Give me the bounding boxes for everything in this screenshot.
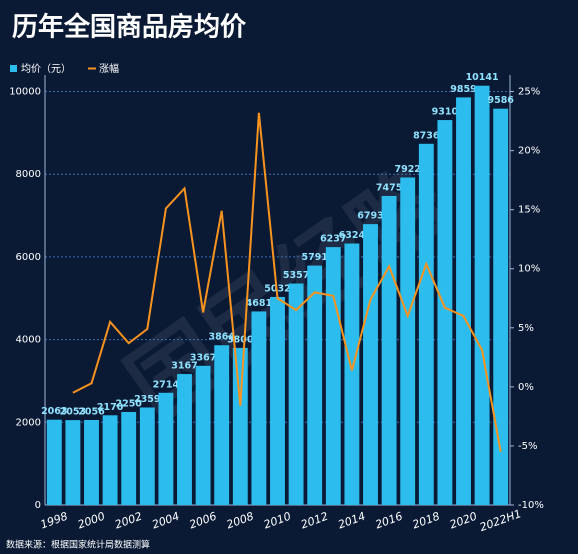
- bar: [139, 407, 155, 505]
- data-label: 5357: [283, 270, 309, 281]
- data-label: 6324: [339, 230, 366, 241]
- data-label: 2063: [41, 406, 67, 417]
- bar: [344, 243, 360, 505]
- data-label: 4681: [246, 298, 272, 309]
- data-label: 2714: [153, 379, 180, 390]
- data-label: 9310: [432, 107, 459, 118]
- y2-tick-label: -10%: [518, 500, 544, 511]
- bar: [214, 345, 230, 505]
- data-label: 3167: [171, 361, 197, 372]
- bar: [363, 224, 378, 506]
- data-label: 10141: [466, 72, 499, 83]
- y-tick-label: 4000: [16, 335, 41, 346]
- bar: [232, 347, 248, 505]
- bar: [84, 419, 99, 505]
- bar: [46, 419, 62, 505]
- bar: [288, 283, 304, 505]
- source-note: 数据来源：根据国家统计局数据测算: [6, 539, 150, 551]
- data-label: 8736: [413, 130, 440, 141]
- data-label: 5791: [301, 252, 327, 263]
- bar: [195, 365, 211, 505]
- y2-tick-label: 10%: [518, 264, 540, 275]
- y-tick-label: 0: [35, 500, 41, 511]
- bar: [418, 143, 434, 506]
- bar: [102, 415, 118, 505]
- data-label: 3800: [227, 334, 254, 345]
- y2-tick-label: -5%: [518, 441, 537, 452]
- y-tick-label: 2000: [16, 417, 41, 428]
- bar: [381, 195, 397, 505]
- y2-tick-label: 15%: [518, 205, 540, 216]
- bar: [400, 177, 416, 506]
- line: [72, 112, 502, 453]
- bar: [121, 411, 137, 505]
- y2-tick-label: 5%: [518, 323, 534, 334]
- bar: [437, 120, 453, 505]
- y-tick-label: 6000: [16, 252, 41, 263]
- bar: [456, 97, 471, 505]
- legend-label: 涨幅: [99, 62, 119, 75]
- bar: [493, 108, 509, 506]
- bar: [251, 311, 267, 505]
- data-label: 9586: [487, 95, 514, 106]
- data-label: 7922: [394, 164, 420, 175]
- y2-tick-label: 25%: [518, 87, 540, 98]
- data-label: 6237: [320, 234, 346, 245]
- legend-label: 均价（元）: [21, 63, 71, 75]
- data-label: 3864: [208, 332, 235, 343]
- data-label: 2053: [60, 407, 86, 418]
- data-label: 2359: [134, 394, 160, 405]
- data-label: 7475: [376, 182, 402, 193]
- y-tick-label: 10000: [9, 87, 41, 98]
- bar: [474, 85, 490, 506]
- y2-tick-label: 0%: [518, 382, 534, 393]
- data-label: 2056: [78, 406, 105, 417]
- bar: [307, 265, 323, 505]
- data-label: 9859: [450, 84, 476, 95]
- legend-swatch: [10, 65, 17, 72]
- data-label: 2250: [115, 398, 142, 409]
- bar: [270, 296, 285, 505]
- bar: [325, 247, 341, 506]
- data-label: 3367: [190, 352, 216, 363]
- bar: [177, 374, 192, 505]
- bar: [158, 392, 174, 505]
- data-label: 2170: [97, 402, 124, 413]
- bar: [65, 420, 81, 505]
- y-tick-label: 8000: [16, 169, 41, 180]
- y2-tick-label: 20%: [518, 146, 540, 157]
- data-label: 6793: [357, 211, 383, 222]
- chart-title: 历年全国商品房均价: [12, 12, 247, 43]
